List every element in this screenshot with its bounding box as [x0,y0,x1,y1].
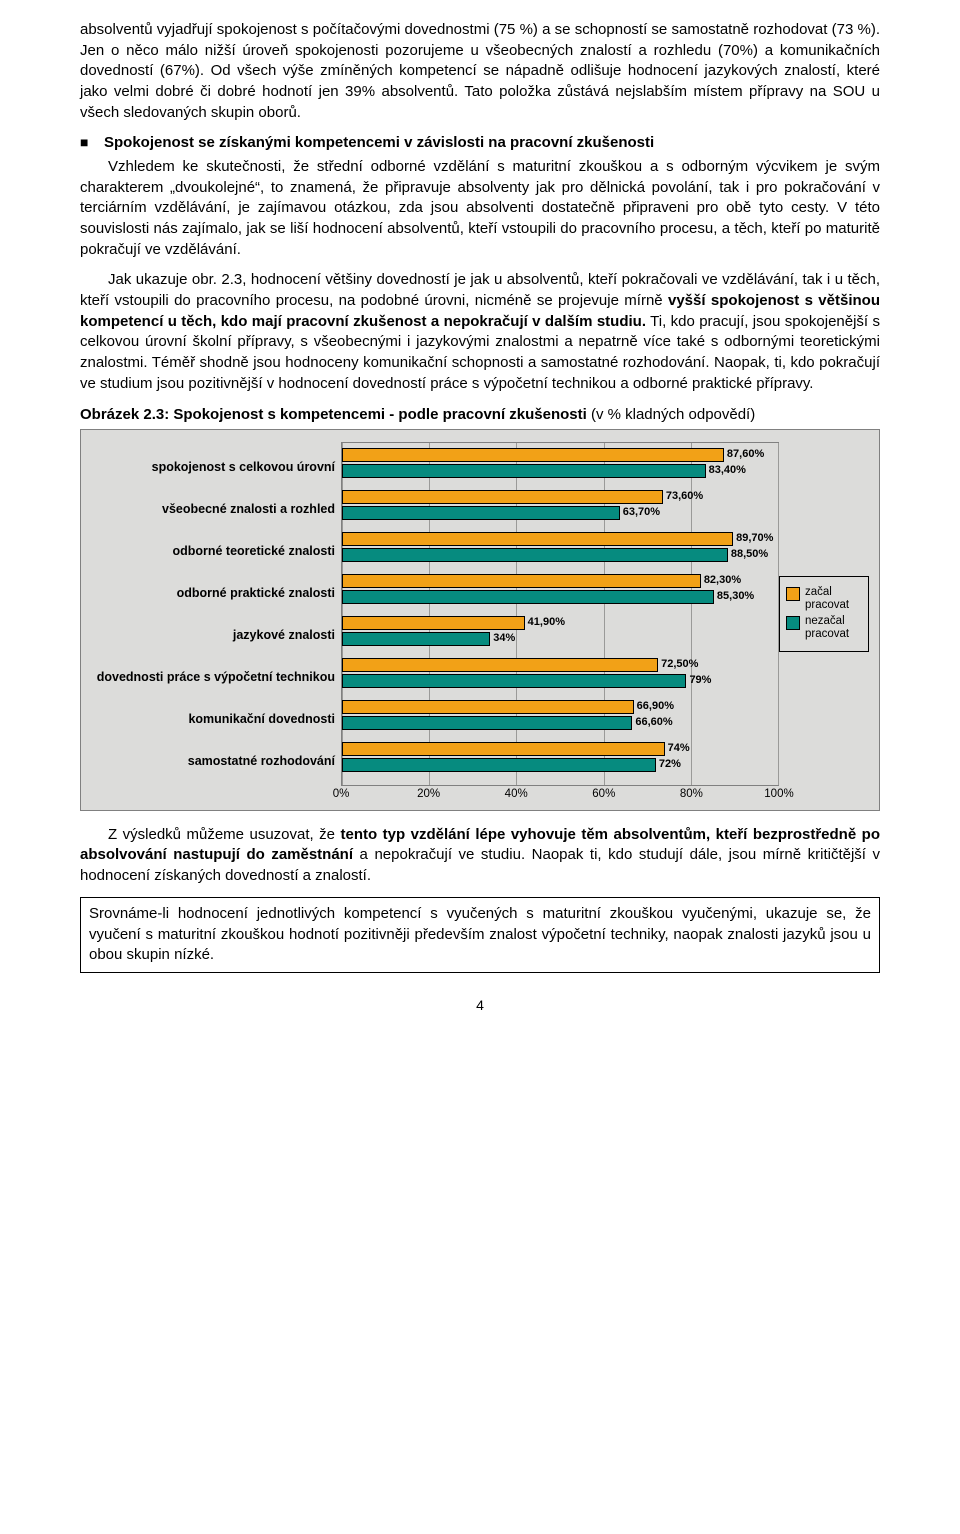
bar-group: 87,60% 83,40% [342,443,778,485]
legend-swatch-b [786,616,800,630]
bar-value-label: 41,90% [528,616,565,628]
bar-series-a: 74% [342,742,665,756]
page-container: absolventů vyjadřují spokojenost s počít… [40,0,920,1043]
cat-label: dovednosti práce s výpočetní technikou [91,656,341,698]
bar-value-label: 82,30% [704,574,741,586]
caption-bold: Obrázek 2.3: Spokojenost s kompetencemi … [80,406,591,423]
caption-rest: (v % kladných odpovědí) [591,406,755,423]
bar-series-a: 73,60% [342,490,663,504]
chart-container: spokojenost s celkovou úrovní všeobecné … [80,429,880,811]
bar-value-label: 72,50% [661,658,698,670]
bar-series-b: 85,30% [342,590,714,604]
legend-swatch-a [786,587,800,601]
p4-pre: Z výsledků můžeme usuzovat, že [108,826,341,843]
bar-series-b: 63,70% [342,506,620,520]
bar-series-b: 88,50% [342,548,728,562]
bar-value-label: 66,60% [635,716,672,728]
bullet-heading-text: Spokojenost se získanými kompetencemi v … [104,133,880,153]
bar-series-b: 72% [342,758,656,772]
bar-value-label: 34% [493,632,515,644]
bar-group: 73,60% 63,70% [342,485,778,527]
legend-item-a: začal pracovat [786,586,862,612]
legend-text-a: začal pracovat [805,586,862,612]
bar-value-label: 66,90% [637,700,674,712]
bar-group: 74% 72% [342,737,778,779]
axis-tick-label: 20% [417,788,440,800]
paragraph-3: Jak ukazuje obr. 2.3, hodnocení většiny … [80,270,880,394]
chart-legend-col: začal pracovat nezačal pracovat [779,442,869,786]
cat-label: spokojenost s celkovou úrovní [91,446,341,488]
bar-value-label: 73,60% [666,490,703,502]
cat-label: odborné teoretické znalosti [91,530,341,572]
chart-plot-area: 87,60% 83,40% 73,60% 63,70% 89,70% 88,50% 82,3… [341,442,779,786]
axis-tick-label: 60% [592,788,615,800]
axis-spacer [91,788,341,804]
bar-series-b: 66,60% [342,716,632,730]
paragraph-1: absolventů vyjadřují spokojenost s počít… [80,20,880,123]
bar-value-label: 74% [668,742,690,754]
legend-item-b: nezačal pracovat [786,615,862,641]
bar-group: 82,30% 85,30% [342,569,778,611]
bar-series-a: 89,70% [342,532,733,546]
legend-text-b: nezačal pracovat [805,615,862,641]
bar-group: 66,90%66,60% [342,695,778,737]
bar-series-a: 82,30% [342,574,701,588]
axis-tick-label: 100% [764,788,793,800]
page-number: 4 [80,997,880,1013]
axis-ticks: 0%20%40%60%80%100% [341,788,779,804]
cat-label: komunikační dovednosti [91,698,341,740]
bar-series-a: 66,90% [342,700,634,714]
bar-value-label: 72% [659,758,681,770]
bar-group: 41,90% 34% [342,611,778,653]
bar-series-b: 34% [342,632,490,646]
bar-series-b: 79% [342,674,686,688]
grid-line [778,443,779,785]
bullet-heading-row: ■ Spokojenost se získanými kompetencemi … [80,133,880,153]
axis-tick-label: 0% [333,788,350,800]
bar-value-label: 85,30% [717,590,754,602]
figure-caption: Obrázek 2.3: Spokojenost s kompetencemi … [80,405,880,425]
axis-tick-label: 40% [505,788,528,800]
chart-legend: začal pracovat nezačal pracovat [779,576,869,652]
cat-label: samostatné rozhodování [91,740,341,782]
cat-label: všeobecné znalosti a rozhled [91,488,341,530]
bullet-square-icon: ■ [80,133,104,153]
bar-series-a: 87,60% [342,448,724,462]
bar-value-label: 79% [689,674,711,686]
bar-series-b: 83,40% [342,464,706,478]
chart-x-axis: 0% 20% 40% 60% 80% 100% [91,788,869,804]
bar-value-label: 83,40% [709,464,746,476]
bar-group: 89,70% 88,50% [342,527,778,569]
bar-group: 72,50% 79% [342,653,778,695]
paragraph-4: Z výsledků můžeme usuzovat, že tento typ… [80,825,880,887]
bar-value-label: 89,70% [736,532,773,544]
boxed-text: Srovnáme-li hodnocení jednotlivých kompe… [89,904,871,966]
cat-label: jazykové znalosti [91,614,341,656]
cat-label: odborné praktické znalosti [91,572,341,614]
bar-value-label: 63,70% [623,506,660,518]
bar-value-label: 87,60% [727,448,764,460]
boxed-summary: Srovnáme-li hodnocení jednotlivých kompe… [80,897,880,973]
paragraph-2: Vzhledem ke skutečnosti, že střední odbo… [80,157,880,260]
bar-series-a: 41,90% [342,616,525,630]
bar-value-label: 88,50% [731,548,768,560]
axis-tick-label: 80% [680,788,703,800]
chart-category-labels: spokojenost s celkovou úrovní všeobecné … [91,442,341,786]
bar-series-a: 72,50% [342,658,658,672]
chart-inner: spokojenost s celkovou úrovní všeobecné … [91,442,869,786]
